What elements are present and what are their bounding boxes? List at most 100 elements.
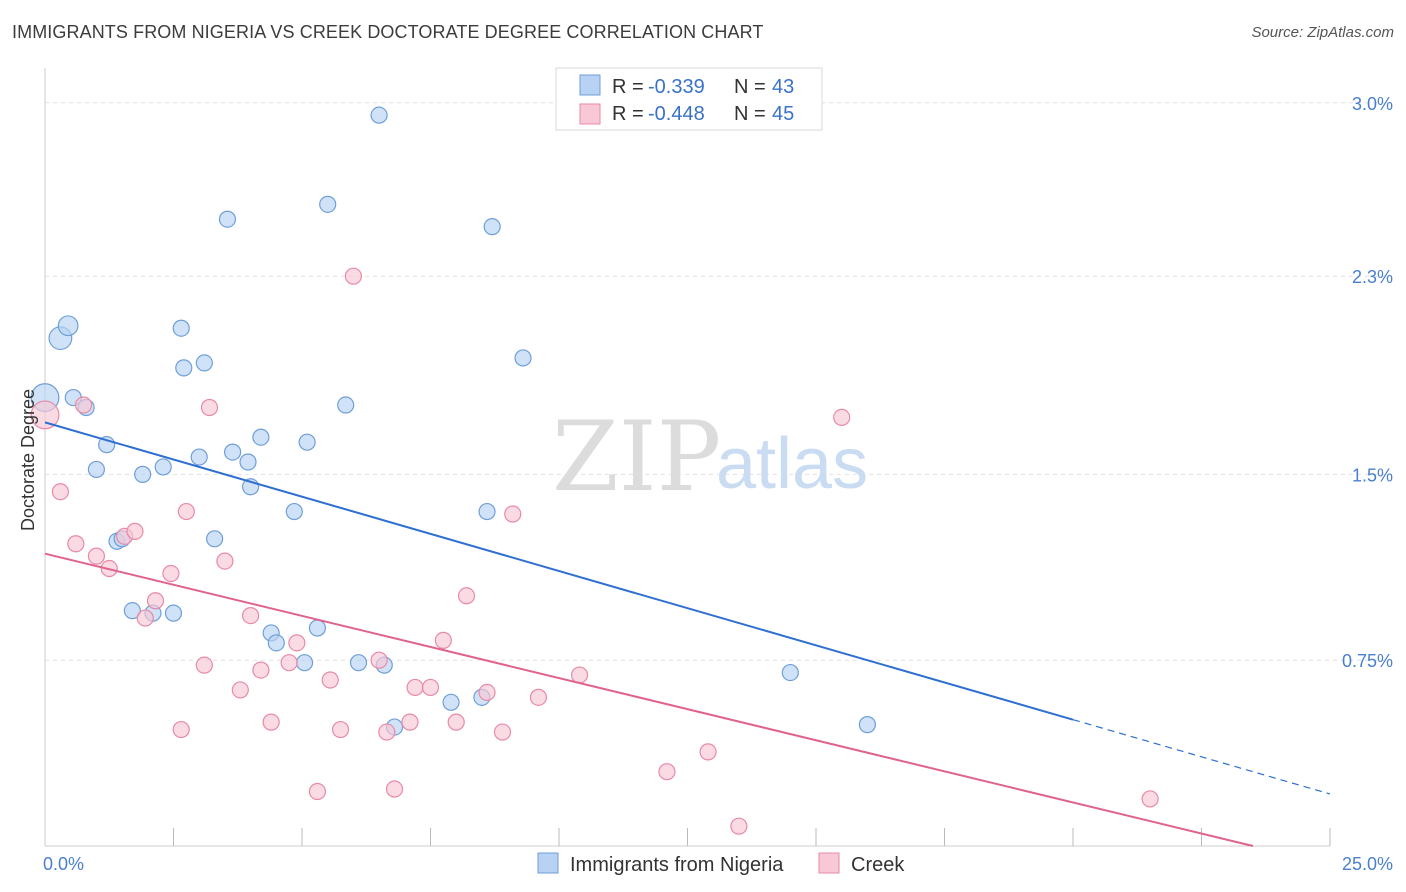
creek-point [30,400,60,430]
creek-point [1141,790,1159,808]
nigeria-point [218,210,237,228]
y-axis-label: Doctorate Degree [18,389,38,531]
creek-point [200,398,219,417]
creek-point [370,651,388,669]
creek-point [280,654,298,672]
legend-n-value-1: 43 [772,76,794,98]
creek-point [406,678,424,697]
nigeria-point [87,460,106,479]
nigeria-point [514,349,532,367]
nigeria-point [442,693,460,711]
creek-point [262,713,280,731]
nigeria-point [295,654,314,672]
watermark-zip: ZIP [552,401,721,513]
creek-point [447,713,465,731]
nigeria-point [195,354,213,372]
bottom-legend-label-nigeria: Immigrants from Nigeria [570,854,784,876]
x-tick-label-min: 0.0% [43,854,84,874]
nigeria-point [858,716,877,734]
creek-point [457,587,476,605]
creek-point [162,564,180,583]
chart-title: IMMIGRANTS FROM NIGERIA VS CREEK DOCTORA… [12,22,764,42]
nigeria-point [781,663,799,682]
nigeria-point [308,619,327,637]
x-tick-label-max: 25.0% [1342,854,1393,874]
creek-point [730,817,748,835]
series-legend: Immigrants from Nigeria Creek [537,852,905,876]
nigeria-point [134,465,152,483]
creek-point [658,763,676,781]
nigeria-point [239,453,257,471]
nigeria-point [285,502,303,521]
creek-point [434,631,452,649]
creek-point [478,683,496,702]
legend-swatch-creek [579,103,601,125]
creek-point [833,408,851,427]
creek-point [385,780,404,798]
trend-lines [44,421,1331,847]
creek-point [51,483,70,501]
legend-r-label-2: R = [612,103,644,125]
creek-point [421,678,440,697]
bottom-legend-swatch-nigeria [537,852,559,874]
creek-point [252,661,270,679]
creek-point [401,713,419,731]
legend-n-value-2: 45 [772,103,794,125]
legend-r-value-2: -0.448 [648,103,705,125]
y-tick-labels: 0.75% 1.5% 2.3% 3.0% [1342,94,1393,671]
creek-point [699,743,717,761]
nigeria-point [349,654,368,672]
nigeria-point [164,604,183,622]
nigeria-point [478,502,496,521]
trend-line-nigeria-extension [1072,719,1331,795]
creek-point [231,681,249,699]
axes [44,68,1331,847]
creek-point [67,535,85,553]
y-tick-label: 0.75% [1342,651,1393,671]
nigeria-point [175,359,193,377]
series-creek-points [30,267,1159,835]
nigeria-point [319,195,337,213]
creek-point [216,552,234,570]
creek-point [288,634,306,652]
nigeria-point [206,530,224,548]
legend-r-label-1: R = [612,76,644,98]
legend-r-value-1: -0.339 [648,76,705,98]
gridlines [45,102,1392,661]
creek-point [504,505,522,523]
creek-point [529,688,548,706]
creek-point [242,606,260,625]
creek-point [136,609,154,627]
creek-point [126,522,144,540]
bottom-legend-label-creek: Creek [851,854,905,876]
nigeria-point [298,433,316,451]
creek-point [195,656,213,674]
y-tick-label: 2.3% [1352,267,1393,287]
nigeria-point [172,319,190,337]
legend-swatch-nigeria [579,74,601,96]
creek-point [321,671,339,689]
nigeria-point [337,396,355,414]
legend-n-label-1: N = [734,76,766,98]
source-label: Source: ZipAtlas.com [1251,24,1394,41]
y-tick-label: 3.0% [1352,94,1393,114]
creek-point [74,396,93,414]
nigeria-point [483,218,501,236]
creek-point [146,592,165,610]
nigeria-point [123,602,141,620]
x-tick-labels: 0.0% 25.0% [43,854,1393,874]
nigeria-point [190,448,208,466]
trend-line-nigeria [44,421,1074,721]
nigeria-point [224,443,242,461]
trend-line-creek [44,552,1254,847]
legend-n-label-2: N = [734,103,766,125]
nigeria-point [370,106,388,124]
creek-point [172,720,190,739]
nigeria-point [252,428,270,446]
creek-point [493,723,512,741]
stats-legend: R = -0.339 N = 43 R = -0.448 N = 45 [555,67,823,131]
nigeria-point [57,315,79,337]
y-tick-label: 1.5% [1352,465,1393,485]
creek-point [87,547,106,565]
